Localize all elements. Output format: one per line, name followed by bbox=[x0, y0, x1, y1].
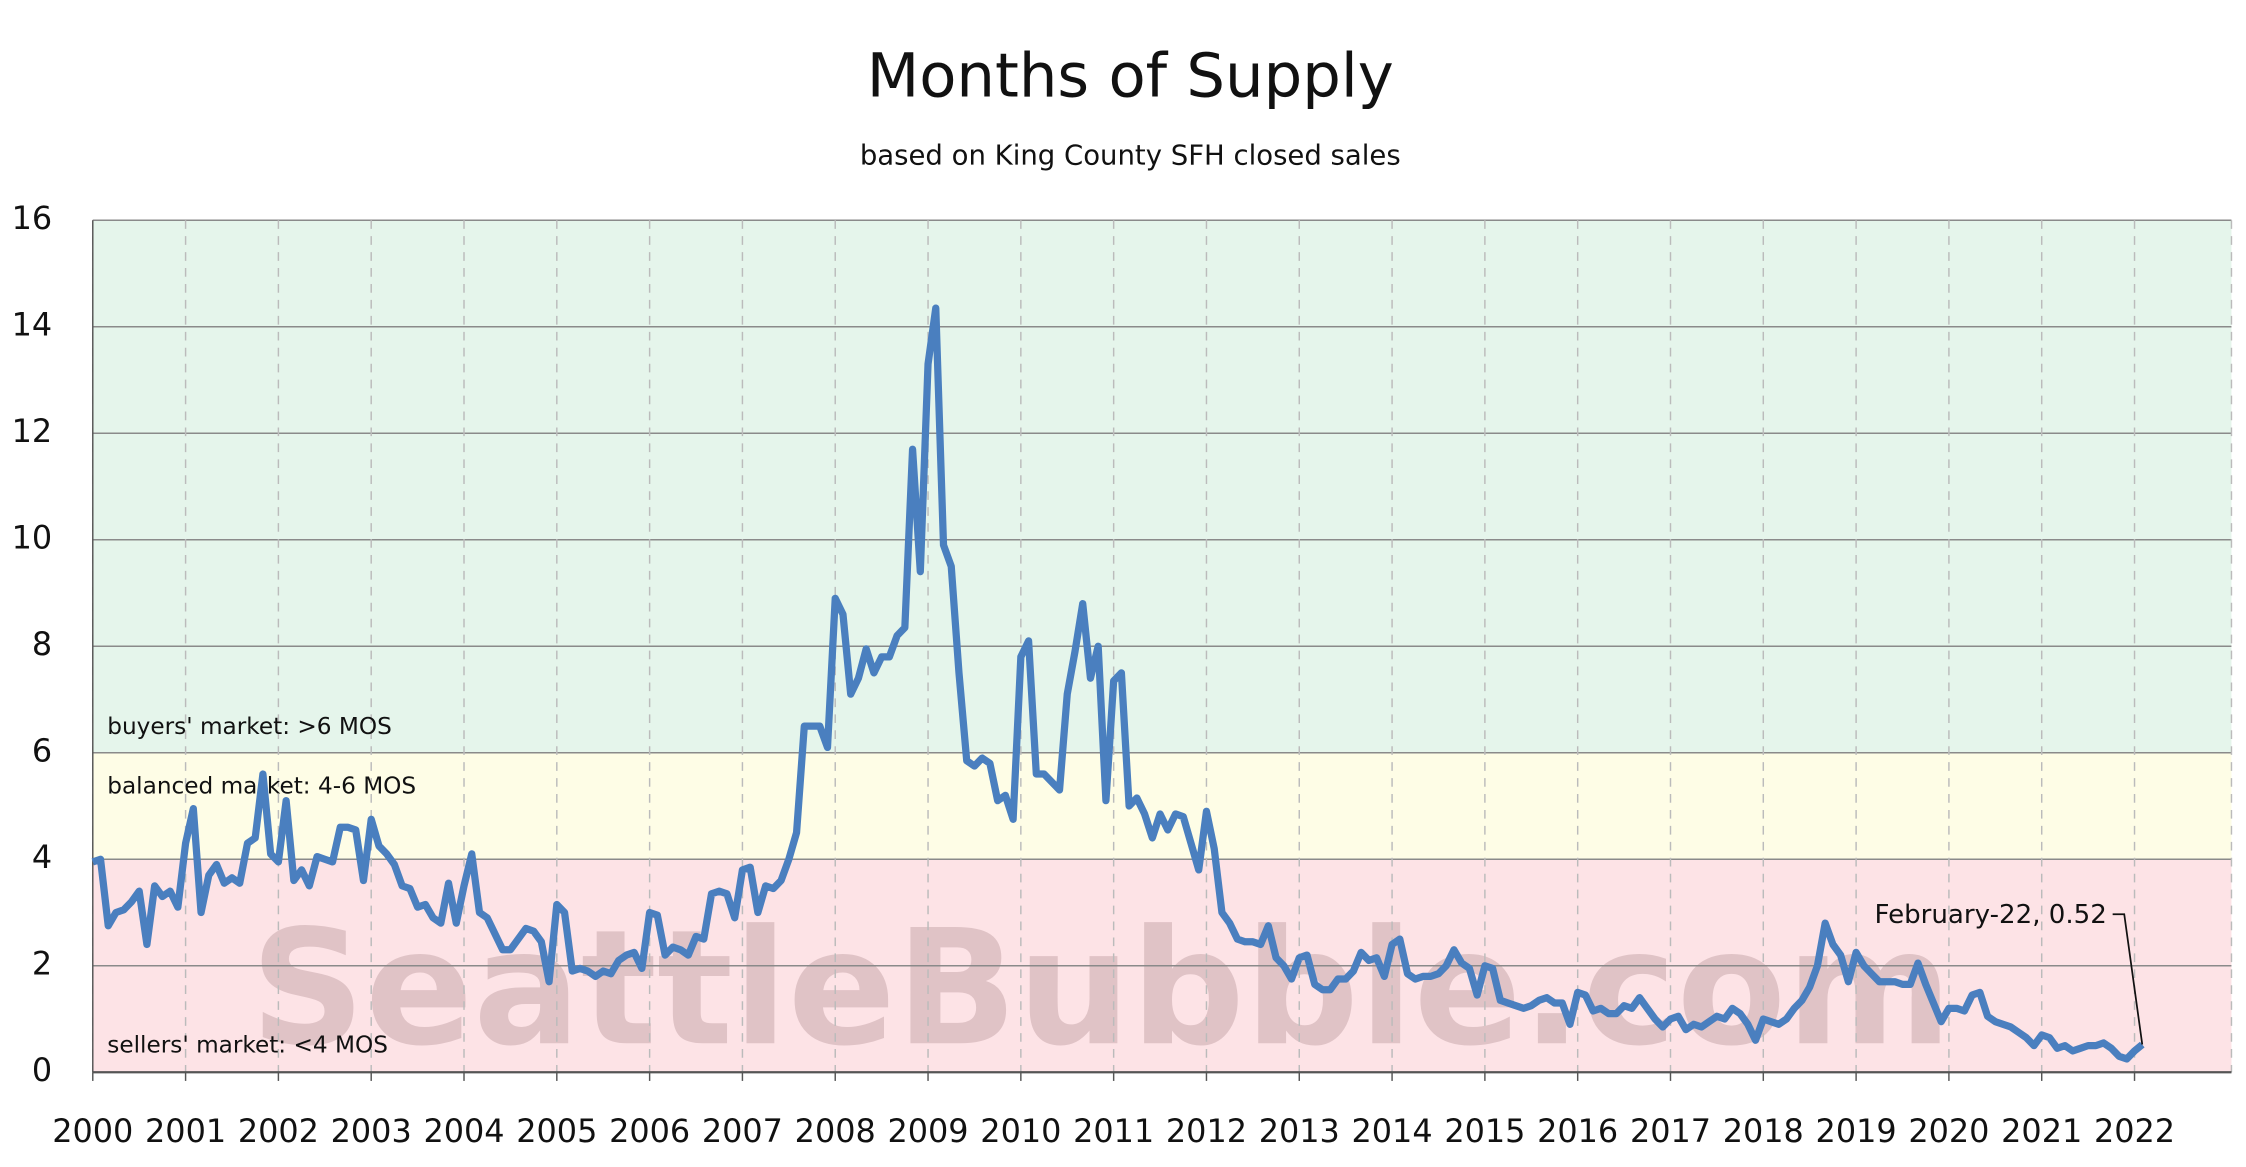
band-label: sellers' market: <4 MOS bbox=[107, 1032, 388, 1059]
y-tick-label: 2 bbox=[32, 945, 52, 983]
x-tick-label: 2005 bbox=[516, 1112, 597, 1150]
y-tick-label: 16 bbox=[12, 199, 53, 237]
x-tick-label: 2009 bbox=[887, 1112, 968, 1150]
x-tick-label: 2006 bbox=[609, 1112, 690, 1150]
y-tick-label: 8 bbox=[32, 625, 52, 663]
annotation: February-22, 0.52 bbox=[1875, 900, 2107, 930]
x-tick-label: 2011 bbox=[1073, 1112, 1154, 1150]
x-tick-label: 2001 bbox=[145, 1112, 226, 1150]
x-tick-label: 2010 bbox=[980, 1112, 1061, 1150]
annotation-leader bbox=[2112, 913, 2144, 1045]
x-tick-label: 2021 bbox=[2001, 1112, 2082, 1150]
x-tick-label: 2017 bbox=[1630, 1112, 1711, 1150]
x-tick-label: 2018 bbox=[1723, 1112, 1804, 1150]
y-tick-label: 4 bbox=[32, 838, 52, 876]
chart-subtitle: based on King County SFH closed sales bbox=[860, 139, 1401, 171]
y-tick-label: 6 bbox=[32, 732, 52, 770]
x-tick-label: 2022 bbox=[2094, 1112, 2175, 1150]
x-tick-label: 2002 bbox=[238, 1112, 319, 1150]
y-tick-label: 0 bbox=[32, 1051, 52, 1089]
chart-title: Months of Supply bbox=[867, 41, 1394, 111]
y-tick-label: 10 bbox=[12, 519, 53, 557]
x-tick-label: 2019 bbox=[1816, 1112, 1897, 1150]
market-band bbox=[92, 220, 2232, 753]
x-tick-label: 2015 bbox=[1444, 1112, 1525, 1150]
x-tick-label: 2007 bbox=[702, 1112, 783, 1150]
y-tick-label: 14 bbox=[12, 306, 53, 344]
x-tick-label: 2012 bbox=[1166, 1112, 1247, 1150]
x-tick-label: 2016 bbox=[1537, 1112, 1618, 1150]
market-band bbox=[92, 752, 2232, 860]
x-tick-label: 2003 bbox=[331, 1112, 412, 1150]
x-tick-label: 2004 bbox=[423, 1112, 504, 1150]
x-tick-label: 2013 bbox=[1259, 1112, 1340, 1150]
x-tick-label: 2014 bbox=[1352, 1112, 1433, 1150]
supply-line bbox=[91, 304, 2145, 1063]
x-tick-label: 2000 bbox=[52, 1112, 133, 1150]
x-tick-label: 2020 bbox=[1908, 1112, 1989, 1150]
x-tick-label: 2008 bbox=[795, 1112, 876, 1150]
band-label: buyers' market: >6 MOS bbox=[107, 713, 392, 740]
y-tick-label: 12 bbox=[12, 412, 53, 450]
watermark: SeattleBubble.com bbox=[250, 895, 1952, 1081]
